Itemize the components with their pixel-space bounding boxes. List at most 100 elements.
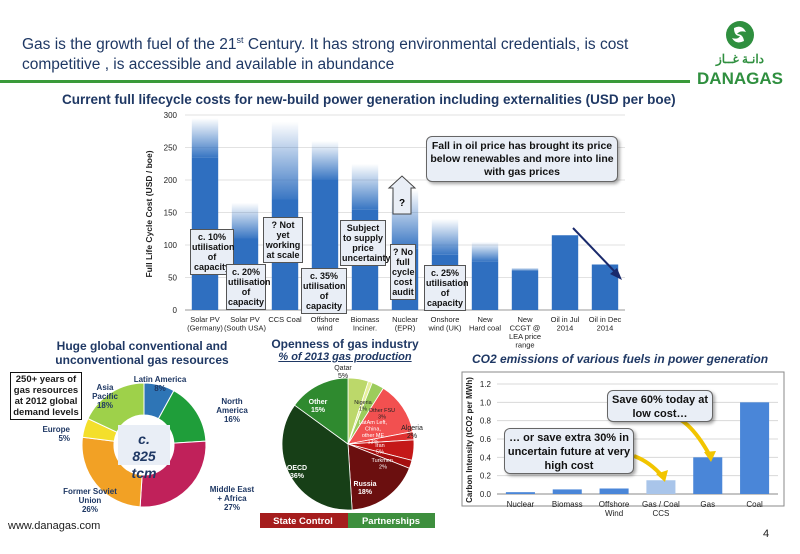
main-category-label: Offshore wind (311, 315, 340, 333)
openness-label: LatAm Left, China, other ME 13% (359, 420, 388, 446)
openness-label: Qatar 5% (334, 365, 352, 380)
main-y-tick: 200 (164, 176, 178, 185)
solar-usa-callout: c. 20% utilisation of capacity (226, 264, 271, 310)
oil-price-arrowhead (610, 268, 622, 280)
cost-range-bar (271, 121, 299, 200)
co2-y-tick: 1.2 (480, 380, 492, 389)
openness-slice (347, 443, 410, 511)
co2-bar (693, 457, 723, 494)
main-y-tick: 100 (164, 241, 178, 250)
logo-arabic: دانـة غــاز (715, 52, 764, 67)
main-y-tick: 250 (164, 144, 178, 153)
co2-y-tick: 0.8 (480, 417, 492, 426)
main-category-label: CCS Coal (268, 315, 302, 324)
resource-label: North America 16% (216, 397, 248, 424)
main-chart-title: Current full lifecycle costs for new-bui… (62, 92, 676, 107)
main-y-tick: 50 (168, 274, 177, 283)
save-30-arrow (633, 454, 664, 478)
main-category-label: Biomass Inciner. (351, 315, 380, 333)
resources-title: Huge global conventional and unconventio… (55, 339, 229, 367)
resource-label: Former Soviet Union 26% (63, 487, 117, 514)
oil-price-callout: Fall in oil price has brought its price … (426, 136, 618, 182)
main-category-label: Nuclear (EPR) (392, 315, 418, 333)
openness-label: OECD 36% (287, 465, 307, 480)
co2-category-label: Gas (700, 500, 715, 509)
co2-y-tick: 0.6 (480, 435, 492, 444)
resource-label: Latin America 8% (134, 375, 187, 393)
co2-category-label: Nuclear (507, 500, 535, 509)
co2-y-tick: 0.4 (480, 453, 492, 462)
co2-y-axis-label: Carbon Intensity (tCO2 per MWh) (465, 377, 474, 503)
main-category-label: Onshore wind (UK) (428, 315, 462, 333)
co2-y-tick: 0.0 (480, 490, 492, 499)
state-control-label: State Control (273, 516, 333, 527)
resource-label: Europe 5% (42, 425, 70, 443)
cost-range-bar (471, 241, 499, 262)
main-y-tick: 150 (164, 209, 178, 218)
resource-slice (139, 440, 207, 508)
co2-category-label: Biomass (552, 500, 583, 509)
nuclear-arrow-shape (387, 175, 417, 215)
oil-price-arrow (572, 227, 619, 276)
co2-bar (505, 492, 535, 494)
co2-bar (599, 488, 629, 494)
openness-subtitle: % of 2013 gas production (278, 351, 412, 363)
main-y-tick: 0 (173, 306, 178, 315)
cost-bar (471, 261, 499, 310)
nuclear-arrow-label: ? (399, 198, 405, 209)
openness-label: Russia 18% (354, 481, 377, 496)
danagas-logo: دانـة غــاز DANAGAS (690, 18, 790, 93)
resource-slice (81, 436, 143, 508)
ccs-coal-callout: ? Not yet working at scale (263, 217, 303, 263)
main-category-label: New Hard coal (469, 315, 501, 333)
openness-label: Nigeria 1% (354, 400, 372, 413)
save-60-callout: Save 60% today at low cost… (607, 390, 713, 422)
footer-url: www.danagas.com (8, 520, 101, 532)
cost-range-bar (511, 267, 539, 271)
main-category-label: Oil in Dec 2014 (589, 315, 622, 333)
save-30-arrowhead (656, 470, 668, 482)
donut-center-label: c. 825 tcm (132, 431, 157, 481)
main-category-label: Solar PV (South USA) (224, 315, 267, 333)
solar-germany-callout: c. 10% utilisation of capacity (190, 229, 235, 275)
donut-center-box (118, 425, 170, 465)
cost-range-bar (311, 141, 339, 180)
co2-title: CO2 emissions of various fuels in power … (471, 352, 769, 366)
resource-label: Middle East + Africa 27% (210, 485, 255, 512)
headline-sup: st (236, 35, 244, 45)
main-y-axis-label: Full Life Cycle Cost (USD / boe) (144, 150, 154, 277)
openness-label: Other FSU 3% (369, 408, 395, 421)
resources-callout-box: 250+ years of gas resources at 2012 glob… (10, 372, 82, 420)
co2-y-tick: 1.0 (480, 398, 492, 407)
biomass-callout: Subject to supply price uncertainty (340, 220, 391, 266)
openness-label: Iran 5% (375, 443, 384, 456)
openness-title: Openness of gas industry (271, 337, 419, 351)
co2-bar (740, 402, 770, 494)
resource-label: Asia Pacific 18% (92, 383, 118, 410)
co2-category-label: Coal (746, 500, 763, 509)
partnerships-label: Partnerships (362, 516, 420, 527)
co2-category-label: Offshore Wind (599, 500, 630, 518)
headline-part1: Gas is the growth fuel of the 21 (22, 36, 237, 54)
main-category-label: Oil in Jul 2014 (551, 315, 580, 333)
cost-range-bar (351, 163, 379, 210)
onshore-wind-callout: c. 25% utilisation of capacity (424, 265, 469, 311)
co2-bar (552, 489, 582, 494)
logo-emblem-icon: دانـة غــاز DANAGAS (697, 21, 783, 88)
cost-range-bar (231, 202, 259, 239)
main-category-label: New CCGT @ LEA price range (509, 315, 541, 350)
co2-plot-frame (461, 371, 785, 507)
openness-label: Other 15% (309, 399, 328, 414)
nuclear-callout: ? No full cycle cost audit (390, 244, 416, 300)
resource-slice (87, 382, 145, 433)
cost-bar (551, 235, 579, 310)
openness-slice (294, 377, 349, 445)
slide-headline: Gas is the growth fuel of the 21st Centu… (22, 30, 672, 75)
openness-slice (281, 404, 353, 511)
save-60-arrowhead (704, 451, 716, 462)
cost-range-bar (431, 219, 459, 255)
main-category-label: Solar PV (Germany) (187, 315, 223, 333)
